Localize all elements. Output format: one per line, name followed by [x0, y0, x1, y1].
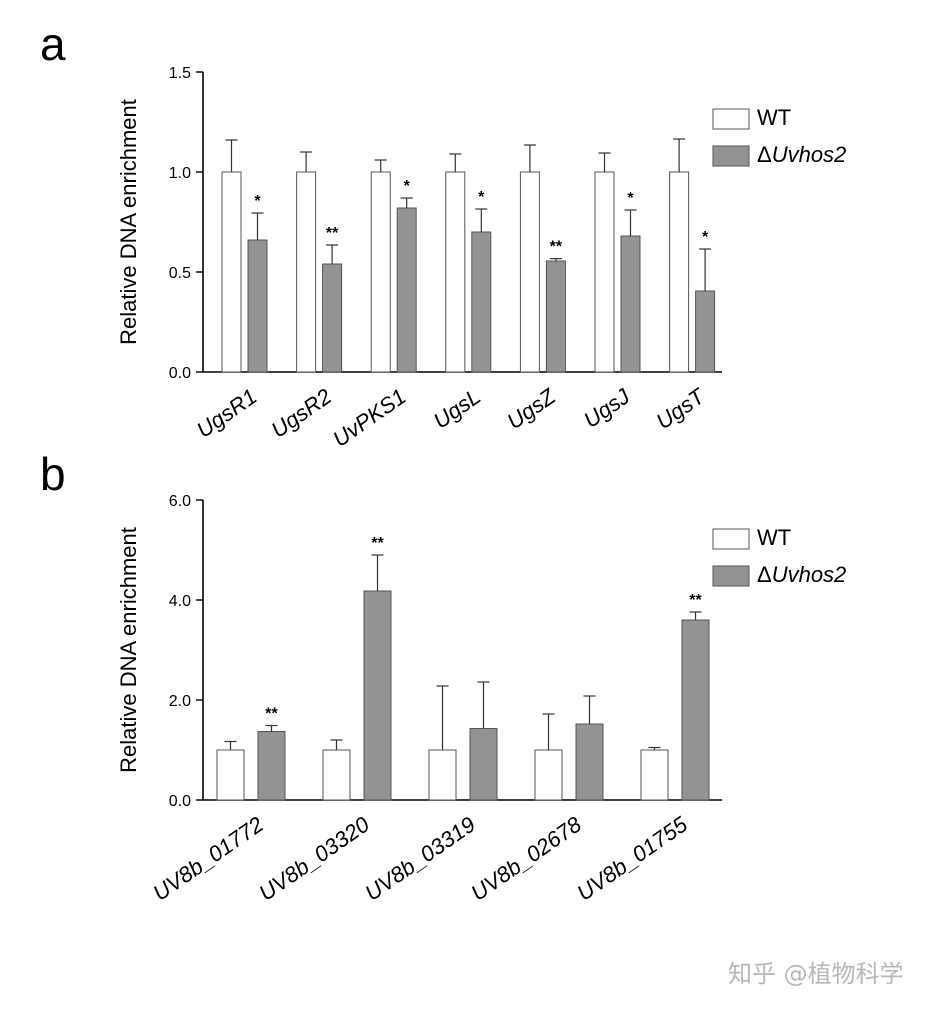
- significance-marker: *: [254, 193, 261, 210]
- panel-letter: a: [40, 18, 66, 70]
- y-tick-label: 0.0: [169, 365, 191, 382]
- bar-wt: [221, 171, 242, 373]
- legend-swatch-wt: [712, 108, 750, 130]
- bar-wt: [322, 749, 351, 801]
- bar-wt: [640, 749, 669, 801]
- bar-mutant: [695, 290, 716, 373]
- x-tick-label: UgsT: [652, 383, 711, 435]
- legend-label-wt: WT: [757, 525, 791, 550]
- y-tick-label: 4.0: [169, 593, 191, 610]
- bar-mutant: [681, 619, 710, 801]
- x-tick-label: UV8b_01772: [148, 812, 268, 906]
- significance-marker: *: [478, 189, 485, 206]
- significance-marker: **: [371, 535, 384, 552]
- y-tick-label: 6.0: [169, 493, 191, 510]
- legend-swatch-mutant: [712, 145, 750, 167]
- bar-wt: [445, 171, 466, 373]
- watermark: 知乎 @植物科学: [728, 960, 904, 988]
- panel-letter: b: [40, 448, 66, 500]
- significance-marker: **: [550, 239, 563, 256]
- x-tick-label: UV8b_03320: [254, 811, 374, 906]
- legend-label-mutant: ΔUvhos2: [757, 562, 846, 587]
- bar-mutant: [247, 239, 268, 373]
- significance-marker: *: [702, 229, 709, 246]
- x-tick-label: UV8b_02678: [466, 811, 586, 906]
- bar-wt: [370, 171, 391, 373]
- bar-wt: [669, 171, 690, 373]
- significance-marker: **: [265, 706, 278, 723]
- bar-wt: [428, 749, 457, 801]
- bar-mutant: [620, 235, 641, 373]
- x-tick-label: UgsR1: [192, 384, 261, 443]
- bar-wt: [296, 171, 317, 373]
- x-tick-label: UV8b_03319: [360, 812, 480, 906]
- x-tick-label: UvPKS1: [328, 384, 410, 452]
- y-tick-label: 1.5: [169, 65, 191, 82]
- bar-wt: [216, 749, 245, 801]
- legend-swatch-mutant: [712, 565, 750, 587]
- bar-mutant: [469, 728, 498, 801]
- y-axis-label: Relative DNA enrichment: [116, 99, 141, 345]
- bar-mutant: [257, 731, 286, 801]
- x-tick-label: UgsL: [429, 384, 485, 434]
- legend-label-mutant: ΔUvhos2: [757, 142, 846, 167]
- y-axis-label: Relative DNA enrichment: [116, 527, 141, 773]
- x-tick-label: UgsJ: [579, 383, 635, 433]
- panel-a: a 0.0 0.5 1.0 1.5 Relative DNA enrichment * Ugs…: [40, 18, 846, 452]
- significance-marker: **: [689, 592, 702, 609]
- significance-marker: *: [404, 178, 411, 195]
- bar-mutant: [471, 231, 492, 373]
- significance-marker: *: [627, 190, 634, 207]
- x-tick-label: UgsZ: [502, 383, 561, 435]
- legend-label-wt: WT: [757, 105, 791, 130]
- x-tick-label: UV8b_01755: [572, 811, 692, 906]
- x-tick-label: UgsR2: [267, 384, 336, 443]
- bar-mutant: [322, 263, 343, 373]
- bar-wt: [594, 171, 615, 373]
- y-tick-label: 2.0: [169, 693, 191, 710]
- bar-mutant: [545, 260, 566, 373]
- bar-wt: [534, 749, 563, 801]
- bar-mutant: [363, 590, 392, 801]
- legend-swatch-wt: [712, 528, 750, 550]
- legend-delta: Δ: [757, 562, 772, 587]
- y-tick-label: 1.0: [169, 165, 191, 182]
- y-tick-label: 0.5: [169, 265, 191, 282]
- panel-b: b 0.0 2.0 4.0 6.0 Relative DNA enrichment ** UV…: [40, 448, 846, 906]
- bar-mutant: [396, 207, 417, 373]
- legend-mutant-name: Uvhos2: [772, 562, 847, 587]
- y-tick-label: 0.0: [169, 793, 191, 810]
- bar-mutant: [575, 723, 604, 801]
- legend-delta: Δ: [757, 142, 772, 167]
- legend-mutant-name: Uvhos2: [772, 142, 847, 167]
- significance-marker: **: [326, 225, 339, 242]
- bar-wt: [519, 171, 540, 373]
